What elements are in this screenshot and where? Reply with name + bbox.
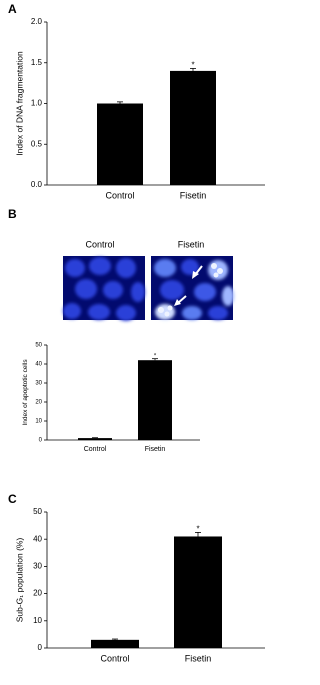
y-axis-label: Index of DNA fragmentation [14, 51, 24, 156]
significance-mark: * [191, 61, 194, 70]
figure: Control Fisetin A 0.0 0.5 1.0 1.5 2.0 Index of… [8, 2, 265, 663]
bar [78, 438, 112, 440]
micrograph-control [63, 256, 145, 321]
y-axis-label: Sub-G₁ population (%) [14, 538, 24, 623]
significance-mark: * [154, 353, 157, 359]
y-tick-label: 40 [33, 534, 42, 543]
panel-label: C [8, 492, 17, 506]
y-tick-label: 0 [38, 643, 43, 652]
bar [97, 103, 143, 185]
y-tick-label: 0.5 [31, 139, 43, 148]
panel-label: A [8, 2, 17, 16]
y-tick-label: 0.0 [31, 180, 43, 189]
y-axis-label: Index of apoptotic cells [22, 359, 29, 426]
y-tick-label: 40 [35, 362, 42, 368]
y-tick-label: 30 [35, 381, 42, 387]
bar [91, 639, 139, 648]
y-tick-label: 50 [35, 343, 42, 349]
y-tick-label: 20 [35, 400, 42, 406]
x-tick-label: Control [100, 653, 129, 663]
y-tick-label: 1.0 [31, 99, 43, 108]
significance-mark: * [196, 525, 199, 534]
image-label: Control [85, 239, 114, 249]
y-tick-label: 10 [33, 616, 42, 625]
y-tick-label: 10 [35, 419, 42, 425]
x-tick-label: Control [84, 446, 107, 453]
y-tick-label: 0 [39, 438, 43, 444]
micrograph-fisetin [151, 256, 234, 320]
x-tick-label: Fisetin [145, 446, 166, 453]
panel-label: B [8, 207, 17, 221]
y-tick-label: 1.5 [31, 58, 43, 67]
bar [174, 536, 222, 648]
x-tick-label: Fisetin [185, 653, 212, 663]
image-label: Fisetin [178, 239, 205, 249]
x-tick-label: Fisetin [180, 190, 207, 200]
y-tick-label: 20 [33, 589, 42, 598]
bar [170, 70, 216, 185]
y-tick-label: 30 [33, 562, 42, 571]
bar [138, 360, 172, 440]
y-tick-label: 50 [33, 507, 42, 516]
y-tick-label: 2.0 [31, 17, 43, 26]
x-tick-label: Control [105, 190, 134, 200]
